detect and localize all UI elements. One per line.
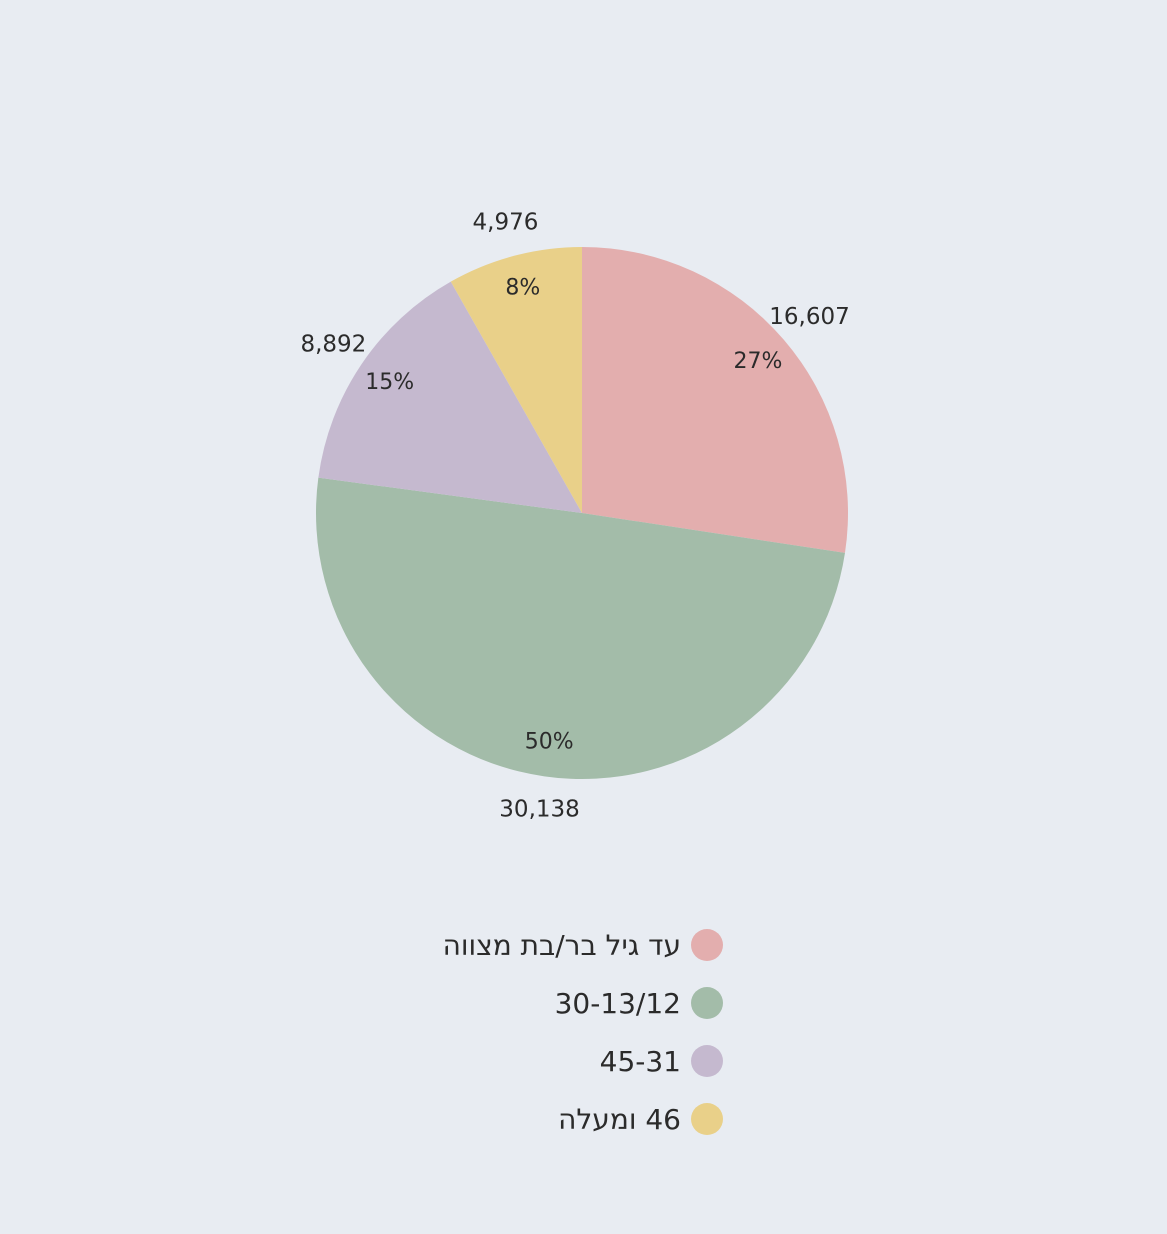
pie-percent-label-0: 27% — [733, 349, 782, 374]
pie-slice-1 — [316, 477, 845, 779]
pie-value-label-3: 4,976 — [473, 209, 539, 235]
legend-item-3: 46 ומעלה — [558, 1099, 723, 1139]
pie-value-label-0: 16,607 — [769, 304, 849, 330]
pie-chart-svg: 27% 16,607 50% 30,138 15% 8,892 8% 4,976 — [300, 209, 849, 822]
legend-swatch-3 — [691, 1103, 723, 1135]
pie-slice-0 — [582, 247, 849, 553]
legend-label-1: 30-13/12 — [554, 986, 681, 1020]
legend-swatch-1 — [691, 987, 723, 1019]
pie-percent-label-1: 50% — [525, 730, 574, 755]
pie-value-label-2: 8,892 — [300, 332, 366, 358]
legend-swatch-2 — [691, 1045, 723, 1077]
pie-slice-3 — [450, 247, 582, 513]
legend-item-1: 30-13/12 — [555, 983, 723, 1023]
legend-label-0: עד גיל בר/בת מצווה — [442, 928, 681, 962]
pie-chart: 27% 16,607 50% 30,138 15% 8,892 8% 4,976 — [300, 209, 849, 822]
legend-item-2: 45-31 — [600, 1041, 723, 1081]
pie-percent-label-3: 8% — [505, 276, 540, 301]
legend-label-2: 45-31 — [599, 1044, 681, 1078]
legend-item-0: עד גיל בר/בת מצווה — [443, 925, 723, 965]
legend-swatch-0 — [691, 929, 723, 961]
pie-value-label-1: 30,138 — [499, 796, 579, 822]
legend-label-3: 46 ומעלה — [558, 1102, 681, 1136]
pie-slice-2 — [318, 281, 582, 513]
pie-percent-label-2: 15% — [365, 370, 414, 395]
